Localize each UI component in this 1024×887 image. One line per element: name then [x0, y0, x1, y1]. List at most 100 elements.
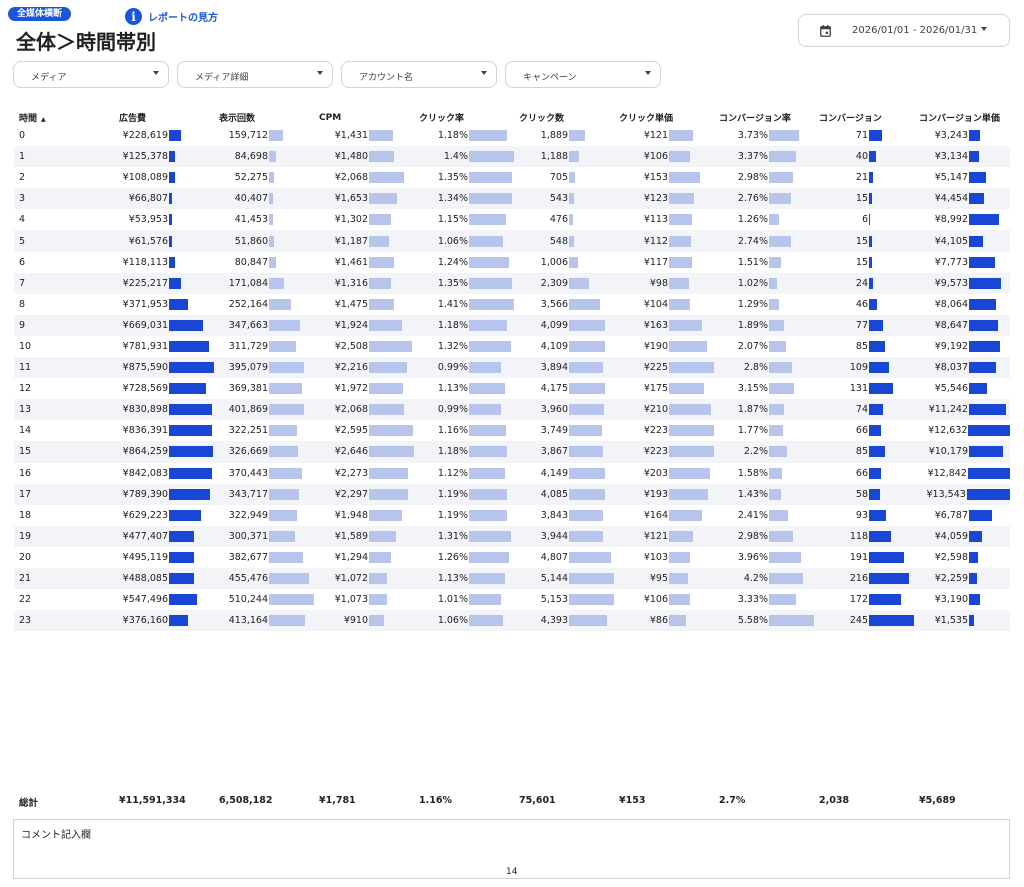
col-header-cpm[interactable]: CPM: [319, 112, 342, 123]
impressions-value: 343,717: [228, 488, 268, 500]
cell-hour: 0: [19, 130, 26, 142]
impressions-value: 80,847: [234, 256, 268, 268]
cell-clicks: 476: [514, 209, 614, 230]
col-header-hour[interactable]: 時間 ▲: [14, 110, 114, 125]
cost-value: ¥488,085: [122, 573, 168, 585]
impressions-value: 300,371: [228, 530, 268, 542]
cell-ctr: 1.34%: [414, 188, 514, 209]
cell-conversions: 131: [814, 378, 914, 399]
filter-campaign[interactable]: キャンペーン: [505, 61, 661, 88]
cell-cpc: ¥106: [614, 146, 714, 167]
cpm-value: ¥1,972: [334, 383, 368, 395]
cell-conversions: 77: [814, 315, 914, 336]
filter-account-name[interactable]: アカウント名: [341, 61, 497, 88]
cpc-bar: [669, 425, 714, 437]
cell-hour: 16: [19, 467, 32, 479]
cell-clicks: 1,188: [514, 146, 614, 167]
conversions-bar: [869, 551, 904, 563]
cpm-value: ¥1,316: [334, 277, 368, 289]
ctr-value: 1.18%: [437, 446, 468, 458]
cell-cpa: ¥2,598: [914, 547, 1010, 568]
conversions-value: 216: [849, 573, 868, 585]
cost-value: ¥125,378: [122, 151, 168, 163]
cell-hour: 7: [19, 277, 26, 289]
cell-cpa: ¥8,064: [914, 294, 1010, 315]
cpm-value: ¥1,187: [334, 235, 368, 247]
cpm-value: ¥1,461: [334, 256, 368, 268]
cell-clicks: 548: [514, 230, 614, 251]
conversions-value: 40: [855, 151, 868, 163]
cell-impressions: 326,669: [214, 441, 314, 462]
cell-cpa: ¥12,632: [914, 420, 1010, 441]
cell-cpa: ¥7,773: [914, 252, 1010, 273]
cell-clicks: 4,149: [514, 463, 614, 484]
cell-cvr: 2.41%: [714, 505, 814, 526]
cell-cpa: ¥11,242: [914, 399, 1010, 420]
cell-hour: 5: [19, 235, 26, 247]
cpm-bar: [369, 573, 387, 585]
cost-value: ¥830,898: [122, 404, 168, 416]
cell-clicks: 3,749: [514, 420, 614, 441]
cell-clicks: 4,085: [514, 484, 614, 505]
cpm-bar: [369, 340, 412, 352]
conversions-value: 85: [855, 446, 868, 458]
clicks-value: 2,309: [540, 277, 568, 289]
conversions-bar: [869, 594, 901, 606]
cell-impressions: 252,164: [214, 294, 314, 315]
col-header-impressions[interactable]: 表示回数: [219, 114, 256, 124]
col-header-cvr[interactable]: コンバージョン率: [719, 114, 791, 124]
report-guide-link[interactable]: i レポートの見方: [125, 8, 218, 25]
col-header-cpa[interactable]: コンバージョン単価: [919, 114, 1000, 124]
conversions-bar: [869, 277, 873, 289]
filter-media-detail[interactable]: メディア詳細: [177, 61, 333, 88]
cpc-bar: [669, 362, 714, 374]
cvr-value: 3.15%: [737, 383, 768, 395]
cell-conversions: 46: [814, 294, 914, 315]
cpa-bar: [969, 172, 986, 184]
conversions-value: 172: [849, 594, 868, 606]
col-header-clicks[interactable]: クリック数: [519, 114, 565, 124]
date-range-text: 2026/01/01 - 2026/01/31: [852, 25, 978, 36]
col-header-ctr[interactable]: クリック率: [419, 114, 465, 124]
clicks-value: 3,944: [540, 530, 568, 542]
cost-bar: [169, 615, 188, 627]
cell-cvr: 2.76%: [714, 188, 814, 209]
cpc-value: ¥86: [649, 615, 668, 627]
ctr-bar: [469, 446, 507, 458]
conversions-value: 58: [855, 488, 868, 500]
impressions-bar: [269, 362, 304, 374]
ctr-bar: [469, 319, 507, 331]
cpc-bar: [669, 594, 690, 606]
cell-impressions: 382,677: [214, 547, 314, 568]
cell-cpm: ¥1,972: [314, 378, 414, 399]
cell-cost: ¥66,807: [114, 188, 214, 209]
cpa-value: ¥4,059: [934, 530, 968, 542]
cell-hour: 11: [19, 362, 32, 374]
cell-hour: 10: [19, 340, 32, 352]
cpa-bar: [969, 530, 982, 542]
clicks-value: 705: [549, 172, 568, 184]
ctr-value: 1.26%: [437, 551, 468, 563]
cvr-value: 2.8%: [743, 362, 768, 374]
filter-media[interactable]: メディア: [13, 61, 169, 88]
cell-impressions: 510,244: [214, 589, 314, 610]
clicks-value: 548: [549, 235, 568, 247]
cell-cpm: ¥1,589: [314, 526, 414, 547]
col-header-cpc[interactable]: クリック単価: [619, 114, 674, 124]
conversions-bar: [869, 615, 914, 627]
cpc-value: ¥121: [643, 530, 668, 542]
ctr-bar: [469, 298, 514, 310]
comment-box[interactable]: コメント記入欄: [13, 819, 1010, 879]
header-label: 時間: [19, 114, 38, 124]
date-range-picker[interactable]: 2026/01/01 - 2026/01/31: [798, 14, 1010, 47]
cell-ctr: 1.18%: [414, 441, 514, 462]
cell-ctr: 1.18%: [414, 125, 514, 146]
cost-value: ¥371,953: [122, 298, 168, 310]
conversions-value: 46: [855, 298, 868, 310]
cell-cpm: ¥2,595: [314, 420, 414, 441]
col-header-cost[interactable]: 広告費: [119, 114, 147, 124]
cell-cpm: ¥1,316: [314, 273, 414, 294]
impressions-bar: [269, 130, 283, 142]
col-header-conversions[interactable]: コンバージョン: [819, 114, 882, 124]
cell-cvr: 2.2%: [714, 441, 814, 462]
